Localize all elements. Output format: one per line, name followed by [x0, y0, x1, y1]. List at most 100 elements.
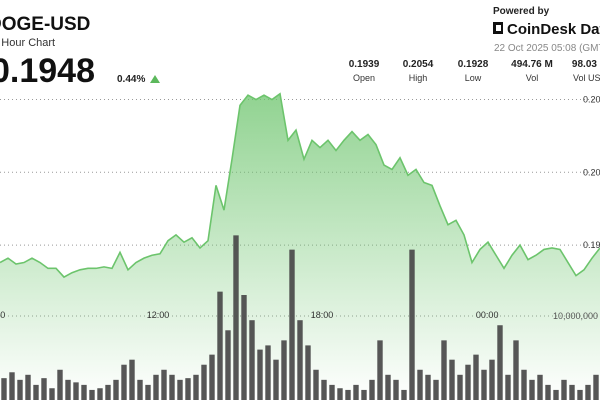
- volume-bar: [297, 320, 303, 400]
- price-line: [0, 92, 600, 279]
- volume-bar: [209, 354, 215, 400]
- y-tick-label: 0.195: [583, 240, 600, 250]
- stat-label: High: [409, 73, 428, 83]
- volume-bar: [449, 359, 455, 400]
- volume-bar: [305, 345, 311, 400]
- volume-bar: [73, 382, 79, 400]
- volume-bar: [169, 374, 175, 400]
- volume-bar: [49, 388, 55, 400]
- volume-bar: [521, 369, 527, 400]
- volume-bar: [65, 379, 71, 400]
- volume-bar: [537, 374, 543, 400]
- x-tick-label: 18:00: [311, 310, 334, 320]
- volume-bar: [353, 384, 359, 400]
- price-area: [0, 93, 600, 400]
- volume-bar: [81, 384, 87, 400]
- stat-value: 494.76 M: [511, 59, 553, 70]
- volume-bar: [193, 374, 199, 400]
- volume-bar: [105, 384, 111, 400]
- volume-bar: [385, 374, 391, 400]
- volume-bar: [1, 378, 7, 400]
- y2-tick-label: 10,000,000: [553, 311, 598, 321]
- volume-bar: [425, 374, 431, 400]
- volume-bar: [89, 389, 95, 400]
- volume-bar: [257, 349, 263, 400]
- volume-bar: [153, 374, 159, 400]
- stat-label: Low: [465, 73, 482, 83]
- y-tick-label: 0.205: [583, 95, 600, 105]
- x-tick-label: 00:00: [476, 310, 499, 320]
- volume-bar: [553, 389, 559, 400]
- volume-bar: [265, 345, 271, 400]
- volume-bar: [161, 369, 167, 400]
- volume-bar: [417, 369, 423, 400]
- volume-bar: [505, 374, 511, 400]
- volume-bar: [393, 379, 399, 400]
- y-tick-label: 0.200: [583, 167, 600, 177]
- stat-value: 0.1928: [458, 59, 489, 70]
- volume-bar: [41, 378, 47, 400]
- stat-value: 0.1939: [349, 59, 380, 70]
- volume-bar: [481, 369, 487, 400]
- volume-bar: [409, 249, 415, 400]
- volume-bar: [225, 330, 231, 400]
- logo: [493, 22, 503, 34]
- volume-bar: [457, 374, 463, 400]
- timestamp: 22 Oct 2025 05:08 (GMT): [494, 43, 600, 54]
- volume-bar: [17, 379, 23, 400]
- volume-bar: [121, 364, 127, 400]
- volume-bar: [577, 389, 583, 400]
- volume-bar: [329, 384, 335, 400]
- volume-bar: [145, 384, 151, 400]
- volume-bar: [377, 340, 383, 400]
- up-arrow: [150, 75, 160, 83]
- volume-bar: [345, 389, 351, 400]
- volume-bar: [369, 379, 375, 400]
- volume-bar: [241, 295, 247, 400]
- volume-bar: [489, 359, 495, 400]
- volume-bar: [201, 364, 207, 400]
- symbol: DOGE-USD: [0, 14, 90, 35]
- volume-bar: [113, 379, 119, 400]
- volume-bar: [561, 379, 567, 400]
- volume-bar: [529, 379, 535, 400]
- x-tick-label: 12:00: [147, 310, 170, 320]
- volume-bar: [289, 249, 295, 400]
- change: 0.44%: [117, 74, 145, 85]
- volume-bar: [465, 364, 471, 400]
- stat-value: 0.2054: [403, 59, 434, 70]
- current-price: 0.1948: [0, 52, 95, 90]
- volume-bar: [25, 374, 31, 400]
- volume-bar: [473, 354, 479, 400]
- powered-by: Powered by: [493, 6, 550, 17]
- volume-bar: [129, 359, 135, 400]
- brand: CoinDesk Data: [507, 21, 600, 38]
- volume-bar: [545, 384, 551, 400]
- volume-bar: [585, 384, 591, 400]
- volume-bar: [185, 378, 191, 400]
- volume-bar: [177, 379, 183, 400]
- volume-bar: [217, 291, 223, 400]
- volume-bar: [57, 369, 63, 400]
- volume-bar: [593, 374, 599, 400]
- volume-bar: [9, 372, 15, 400]
- x-tick-label: 06:00: [0, 310, 5, 320]
- volume-bar: [233, 235, 239, 400]
- volume-bar: [321, 379, 327, 400]
- volume-bar: [569, 384, 575, 400]
- volume-bar: [513, 340, 519, 400]
- stat-label: Vol USD: [573, 73, 600, 83]
- volume-bar: [361, 389, 367, 400]
- volume-bar: [33, 384, 39, 400]
- volume-bar: [497, 325, 503, 400]
- subtitle: 24 Hour Chart: [0, 37, 55, 49]
- volume-bar: [97, 388, 103, 400]
- volume-bar: [281, 340, 287, 400]
- volume-bar: [249, 320, 255, 400]
- stat-value: 98.03 M: [572, 59, 600, 70]
- volume-bar: [401, 389, 407, 400]
- stat-label: Open: [353, 73, 375, 83]
- volume-bar: [273, 359, 279, 400]
